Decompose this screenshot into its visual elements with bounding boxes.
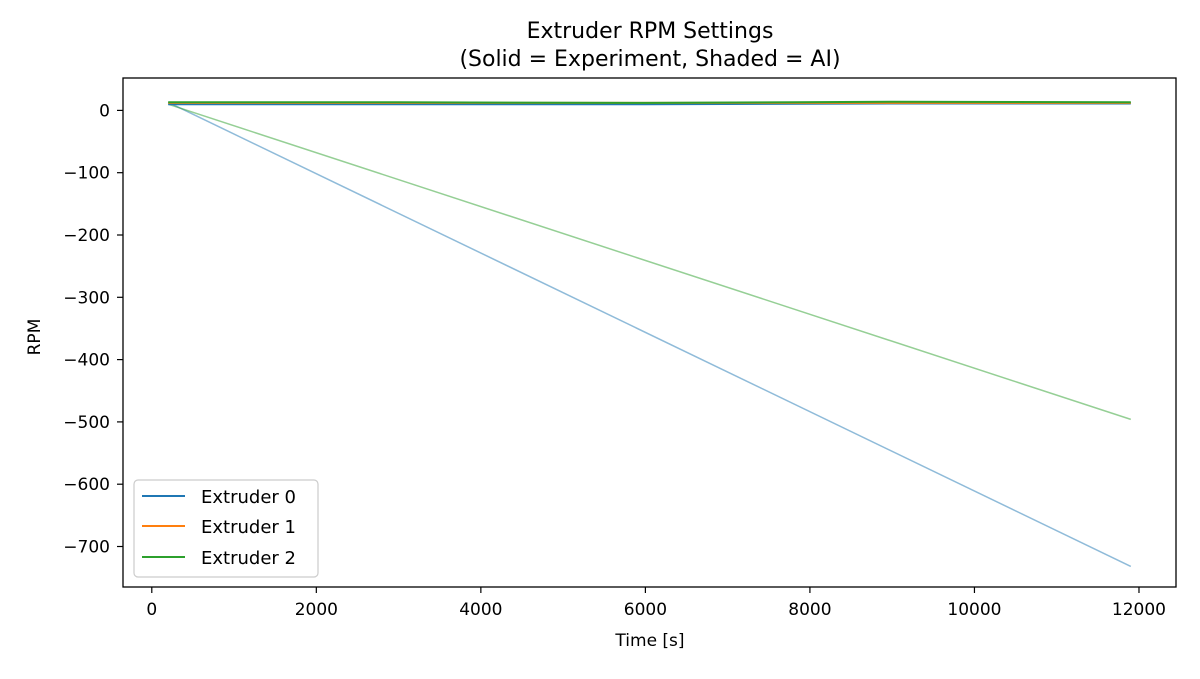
x-tick-label: 6000 — [624, 600, 667, 620]
plot-lines — [167, 100, 1132, 568]
ai-line-3 — [167, 101, 1132, 568]
y-tick-label: −500 — [63, 413, 110, 433]
y-tick-label: −100 — [63, 164, 110, 184]
y-tick-label: −300 — [63, 288, 110, 308]
y-tick-label: 0 — [99, 101, 110, 121]
series-line-extruder-2 — [168, 100, 1131, 104]
x-tick-label: 0 — [146, 600, 157, 620]
chart-subtitle: (Solid = Experiment, Shaded = AI) — [459, 47, 840, 72]
x-tick-label: 10000 — [947, 600, 1001, 620]
legend-label-extruder-0: Extruder 0 — [201, 487, 296, 508]
x-axis-label: Time [s] — [614, 631, 684, 651]
legend-label-extruder-2: Extruder 2 — [201, 548, 296, 569]
y-axis-ticks: 0 −100 −200 −300 −400 −500 −600 −700 — [63, 101, 123, 558]
x-tick-label: 2000 — [295, 600, 338, 620]
y-axis-label: RPM — [25, 319, 45, 356]
x-tick-label: 4000 — [459, 600, 502, 620]
legend: Extruder 0 Extruder 1 Extruder 2 — [133, 479, 319, 578]
y-tick-label: −400 — [63, 351, 110, 371]
legend-box — [133, 479, 319, 578]
legend-label-extruder-1: Extruder 1 — [201, 517, 296, 538]
plot-area-frame — [122, 77, 1177, 588]
ai-line-4 — [167, 103, 1132, 421]
x-axis-ticks: 0 2000 4000 6000 8000 10000 12000 — [146, 587, 1166, 620]
y-tick-label: −200 — [63, 226, 110, 246]
y-tick-label: −700 — [63, 538, 110, 558]
x-tick-label: 8000 — [788, 600, 831, 620]
x-tick-label: 12000 — [1112, 600, 1166, 620]
chart-title: Extruder RPM Settings — [527, 19, 774, 44]
y-tick-label: −600 — [63, 475, 110, 495]
